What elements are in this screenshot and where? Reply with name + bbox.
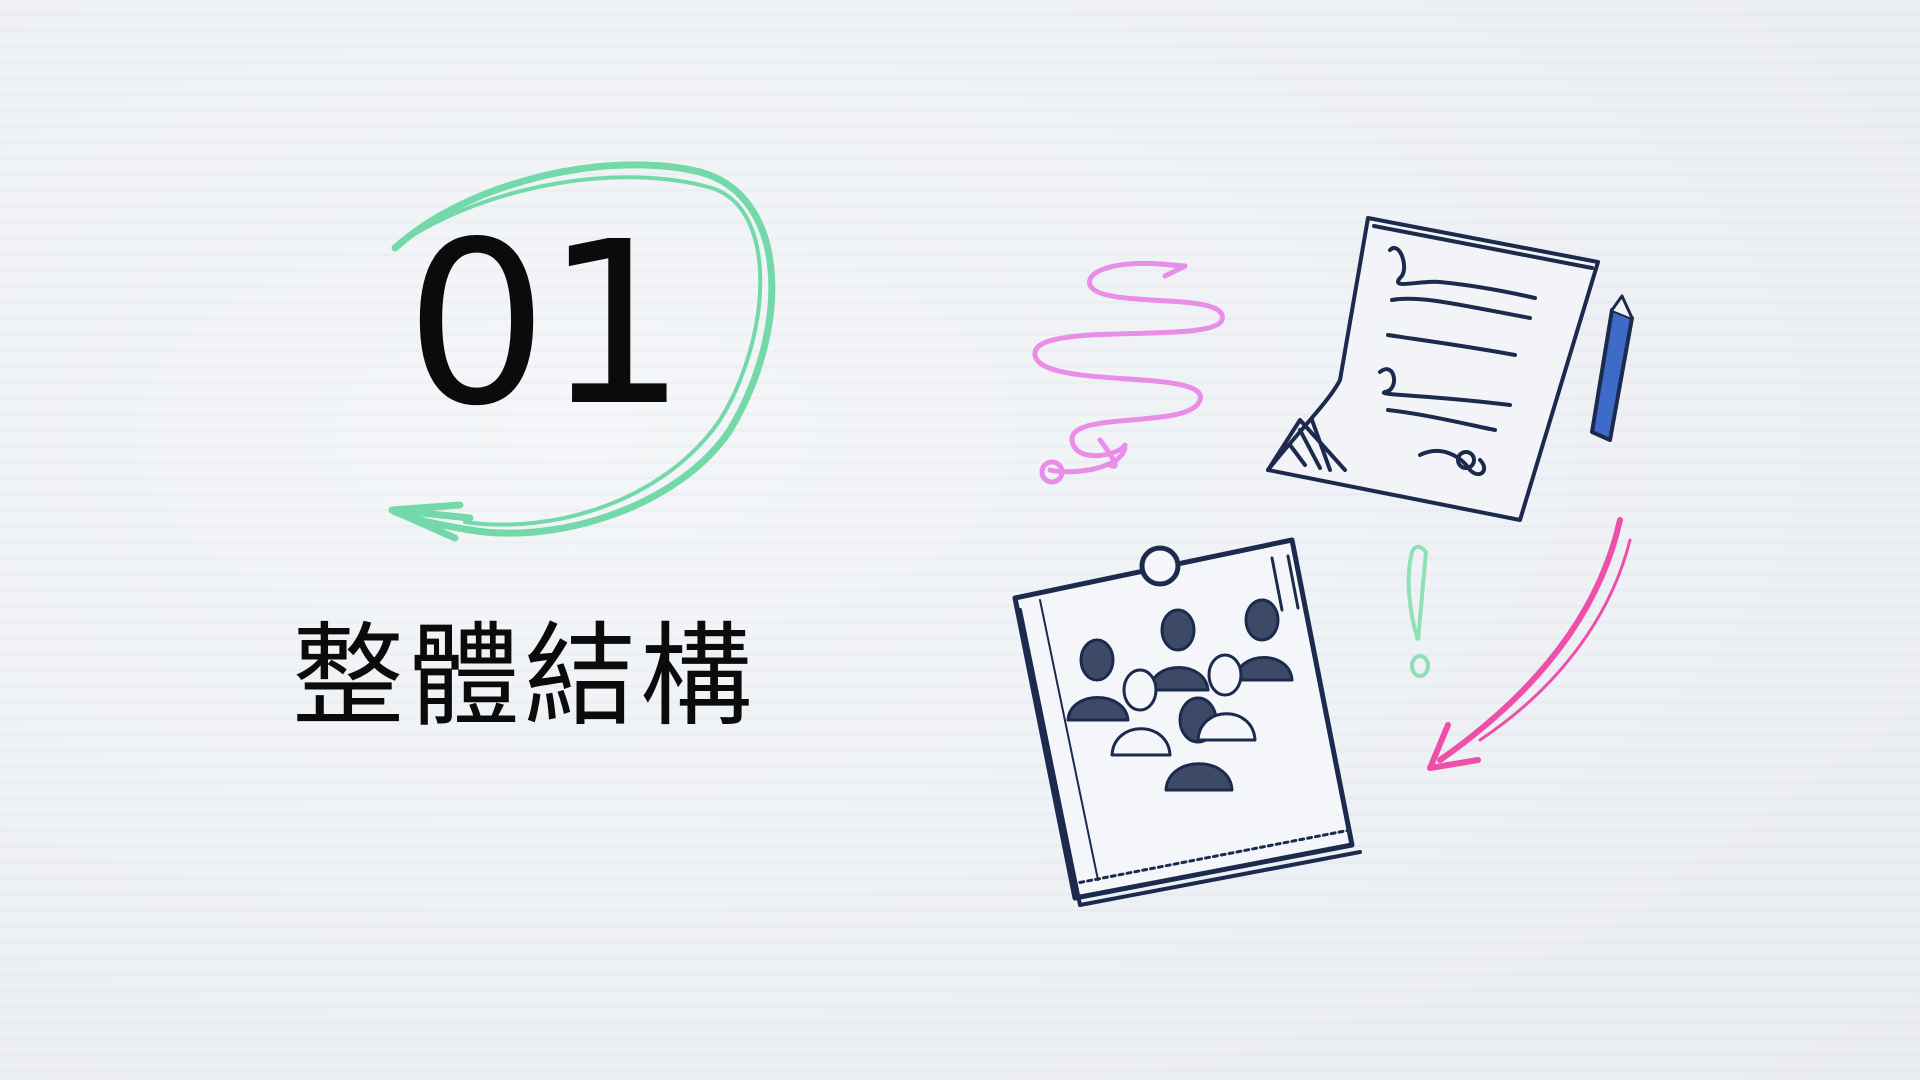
team-board-icon: [1012, 537, 1362, 907]
circle-arrow-icon: [388, 161, 776, 542]
signed-document-icon: [1266, 216, 1600, 522]
squiggle-arrow-icon: [1032, 261, 1225, 485]
section-title: 整體結構: [292, 612, 756, 742]
section-number: 01: [405, 194, 687, 456]
curved-arrow-icon: [1427, 517, 1632, 771]
exclamation-icon: [1406, 544, 1430, 678]
pen-icon: [1590, 294, 1634, 442]
